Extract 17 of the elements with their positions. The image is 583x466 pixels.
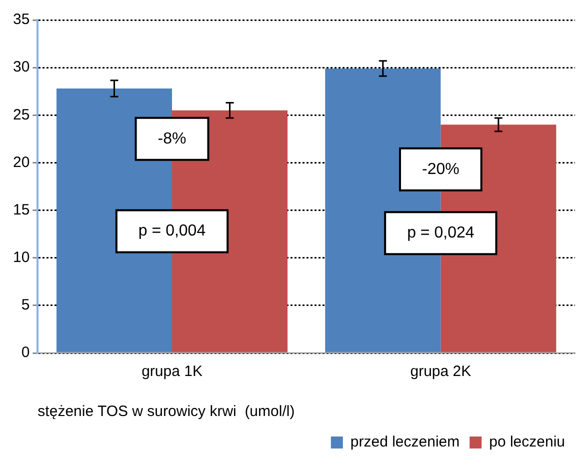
legend-label: przed leczeniem [350, 434, 460, 451]
y-tick-label: 20 [12, 154, 30, 171]
y-tick-label: 0 [21, 344, 30, 362]
legend-label: po leczeniu [489, 434, 566, 451]
annotation: -20% [422, 160, 460, 178]
x-tick-label: grupa 1K [142, 363, 202, 380]
y-tick-label: 15 [12, 201, 30, 218]
y-tick-label: 30 [12, 58, 30, 76]
y-tick-label: 25 [12, 106, 30, 124]
x-tick-label: grupa 2K [410, 363, 472, 380]
y-tick-label: 5 [21, 296, 30, 314]
annotation: p = 0,004 [138, 222, 206, 240]
y-tick-label: 10 [12, 249, 30, 266]
annotation: -8% [158, 130, 186, 148]
annotation: p = 0,024 [407, 224, 474, 242]
y-tick-label: 35 [12, 11, 30, 28]
x-axis-title: stężenie TOS w surowicy krwi (umol/l) [38, 403, 295, 420]
